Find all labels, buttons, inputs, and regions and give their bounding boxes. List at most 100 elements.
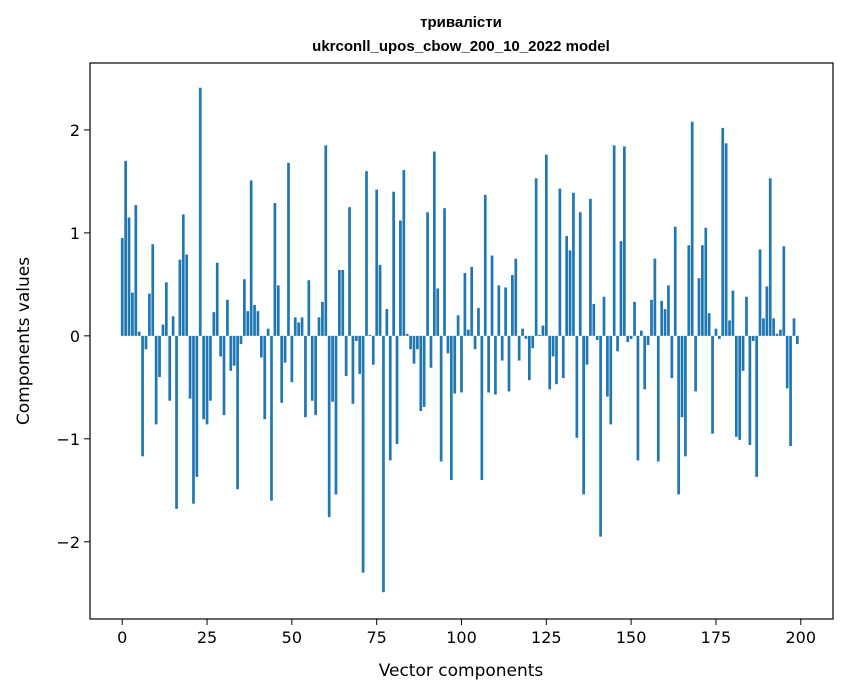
bar <box>314 335 317 416</box>
bar <box>724 143 728 336</box>
bar <box>405 333 409 336</box>
bar <box>188 335 192 399</box>
bar <box>639 330 643 336</box>
bar <box>646 335 650 346</box>
bar <box>504 287 507 336</box>
x-tick-label: 150 <box>616 628 647 647</box>
bar <box>663 309 667 336</box>
bar <box>226 299 229 336</box>
bar <box>120 238 124 336</box>
bar <box>354 335 358 341</box>
bar <box>399 220 402 336</box>
bar <box>690 121 694 336</box>
bar <box>521 328 524 336</box>
bar <box>171 316 175 336</box>
bar <box>341 269 345 336</box>
bar <box>148 293 151 336</box>
bar <box>375 189 379 336</box>
bar <box>293 317 297 336</box>
bar <box>256 311 260 336</box>
bar <box>602 296 606 336</box>
bar <box>433 151 436 336</box>
y-tick-label: 2 <box>70 121 80 140</box>
bar <box>606 335 609 397</box>
bar <box>449 335 453 480</box>
bar <box>310 335 314 401</box>
bar <box>192 335 195 504</box>
x-tick-label: 200 <box>785 628 816 647</box>
bar <box>653 258 657 336</box>
bar <box>470 266 474 336</box>
bar <box>307 280 311 336</box>
bar <box>531 335 535 349</box>
bar <box>568 250 572 336</box>
bar <box>480 335 484 480</box>
bar <box>259 335 263 358</box>
bar <box>585 335 589 365</box>
bar <box>714 328 718 336</box>
bar <box>239 335 243 345</box>
x-tick-label: 0 <box>117 628 127 647</box>
bar <box>755 335 759 477</box>
bar <box>243 279 246 336</box>
bar <box>246 311 250 336</box>
bar <box>198 87 202 336</box>
bar <box>392 191 395 336</box>
bar <box>382 335 385 593</box>
bar <box>779 329 782 336</box>
bar <box>280 335 284 403</box>
bar <box>273 203 277 336</box>
bar <box>643 335 647 390</box>
bar <box>673 226 677 336</box>
bar <box>164 282 168 336</box>
bar <box>734 335 738 437</box>
bar <box>517 335 521 361</box>
bar <box>334 335 338 495</box>
bar <box>168 335 172 401</box>
bar <box>748 335 752 445</box>
bar <box>572 192 575 336</box>
bar <box>266 328 270 336</box>
bar <box>765 286 769 336</box>
bar <box>697 278 701 336</box>
bar <box>694 335 697 392</box>
bar <box>219 335 222 357</box>
bar <box>141 335 144 457</box>
bar <box>209 335 212 401</box>
bar <box>270 335 273 501</box>
bar <box>731 290 735 336</box>
bar <box>728 320 731 336</box>
bar <box>327 335 331 518</box>
bar <box>134 205 138 336</box>
bar <box>229 335 233 371</box>
bar <box>317 317 321 336</box>
bar <box>775 333 779 336</box>
bar <box>175 335 178 509</box>
bar <box>443 208 446 336</box>
bar <box>483 194 487 336</box>
bar <box>351 335 355 404</box>
bar <box>751 335 755 341</box>
bar <box>185 254 189 336</box>
bar <box>276 285 280 336</box>
bar <box>151 244 155 336</box>
bar <box>137 331 141 336</box>
bar <box>215 262 219 336</box>
bar <box>249 180 253 336</box>
bar <box>717 335 721 339</box>
bar <box>212 312 216 336</box>
bar <box>365 171 368 336</box>
bar <box>487 335 490 393</box>
bar <box>789 335 792 447</box>
bar <box>609 335 613 425</box>
x-tick-label: 50 <box>282 628 302 647</box>
bar <box>232 335 236 366</box>
bar <box>595 335 599 340</box>
bar <box>548 335 552 390</box>
y-tick-label: 1 <box>70 224 80 243</box>
bar <box>796 335 799 345</box>
chart-title-line-2: ukrconll_upos_cbow_200_10_2022 model <box>312 38 610 55</box>
bar <box>429 335 433 368</box>
x-tick-label: 75 <box>367 628 387 647</box>
bar <box>667 285 670 336</box>
